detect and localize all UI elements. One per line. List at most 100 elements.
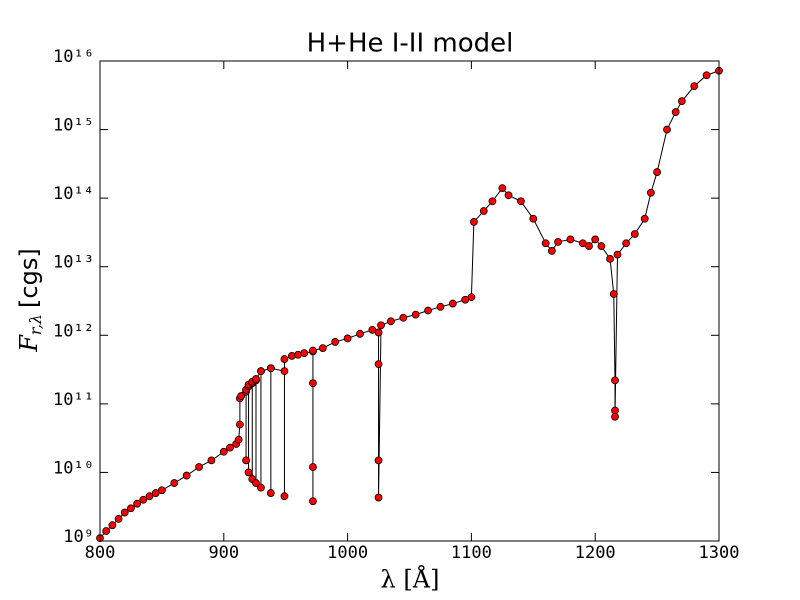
data-point <box>287 352 296 360</box>
data-point <box>399 313 408 322</box>
data-point <box>151 489 160 497</box>
data-point <box>647 188 655 197</box>
data-point <box>257 483 265 492</box>
data-point <box>498 184 507 193</box>
data-point <box>280 355 289 363</box>
data-point <box>504 191 513 200</box>
data-point <box>226 443 234 452</box>
y-label-subscript: r,λ <box>26 314 45 335</box>
data-point <box>252 375 260 383</box>
y-tick-label: 10¹² <box>53 321 94 341</box>
data-point <box>479 207 488 215</box>
data-point <box>207 456 216 465</box>
data-point <box>309 497 317 506</box>
data-point <box>182 471 191 480</box>
x-tick-label: 1300 <box>699 543 740 563</box>
data-point <box>622 239 631 248</box>
data-point <box>318 344 327 353</box>
y-tick-label: 10¹³ <box>53 253 94 273</box>
data-point <box>609 290 618 298</box>
data-point <box>157 486 166 495</box>
y-tick-label: 10¹⁵ <box>53 116 94 136</box>
data-point <box>139 495 148 504</box>
data-point <box>356 329 364 338</box>
data-point <box>653 168 661 176</box>
data-point <box>640 214 649 223</box>
data-point <box>702 71 711 80</box>
data-point <box>219 447 228 456</box>
data-point <box>671 108 680 116</box>
data-point <box>387 317 395 326</box>
data-point <box>374 328 383 337</box>
data-point <box>343 334 352 343</box>
data-point <box>611 412 619 421</box>
data-point <box>127 504 135 513</box>
data-point <box>266 489 275 497</box>
x-axis-label: λ [Å] <box>381 565 440 594</box>
data-point <box>690 82 699 91</box>
data-point <box>448 299 457 308</box>
data-point <box>374 493 383 502</box>
data-point <box>234 435 243 444</box>
data-point <box>133 499 142 508</box>
data-point <box>374 360 383 369</box>
data-point <box>108 521 117 530</box>
data-point <box>309 463 317 471</box>
data-point <box>613 250 622 259</box>
data-point <box>114 515 123 523</box>
data-point <box>517 197 525 206</box>
x-tick-label: 800 <box>85 543 116 563</box>
data-point <box>488 197 497 206</box>
data-point <box>102 527 111 535</box>
data-point <box>331 338 340 346</box>
data-point <box>120 508 129 517</box>
data-point <box>663 125 671 134</box>
y-tick-label: 10¹⁶ <box>53 47 94 67</box>
data-point <box>377 321 385 330</box>
x-tick-label: 900 <box>208 543 239 563</box>
data-point <box>257 367 265 376</box>
data-point <box>411 310 420 319</box>
x-tick-label: 1000 <box>327 543 368 563</box>
data-point <box>677 97 686 106</box>
x-tick-label: 1100 <box>451 543 492 563</box>
y-tick-label: 10¹¹ <box>53 390 94 410</box>
data-point <box>300 349 309 357</box>
data-point <box>309 379 317 388</box>
data-point <box>606 255 614 263</box>
data-point <box>424 306 432 315</box>
y-axis-label: Fr,λ [cgs] <box>15 248 45 352</box>
data-point <box>170 479 179 487</box>
plot-frame <box>99 60 720 542</box>
data-point <box>541 239 550 248</box>
data-point <box>195 463 203 471</box>
y-tick-label: 10¹⁴ <box>53 184 94 204</box>
data-point <box>374 456 383 465</box>
data-point <box>597 242 606 250</box>
data-point <box>244 468 253 477</box>
data-point <box>309 346 317 355</box>
chart-title: H+He I-II model <box>307 29 514 59</box>
data-point <box>266 364 275 373</box>
data-point <box>554 238 562 246</box>
data-point <box>467 293 476 302</box>
data-point <box>585 242 593 250</box>
data-point <box>547 247 556 255</box>
data-point <box>469 218 478 226</box>
y-label-symbol: F <box>15 334 43 353</box>
y-tick-label: 10¹⁰ <box>53 458 94 478</box>
data-point <box>591 235 600 244</box>
data-point <box>235 420 244 429</box>
y-tick-label: 10⁹ <box>63 527 94 547</box>
data-point <box>280 367 289 376</box>
data-point <box>529 214 538 223</box>
data-point <box>436 302 445 311</box>
data-point <box>566 235 575 244</box>
y-label-unit: [cgs] <box>15 248 43 308</box>
data-point <box>242 456 250 465</box>
data-point <box>280 492 289 501</box>
data-point <box>611 376 619 385</box>
